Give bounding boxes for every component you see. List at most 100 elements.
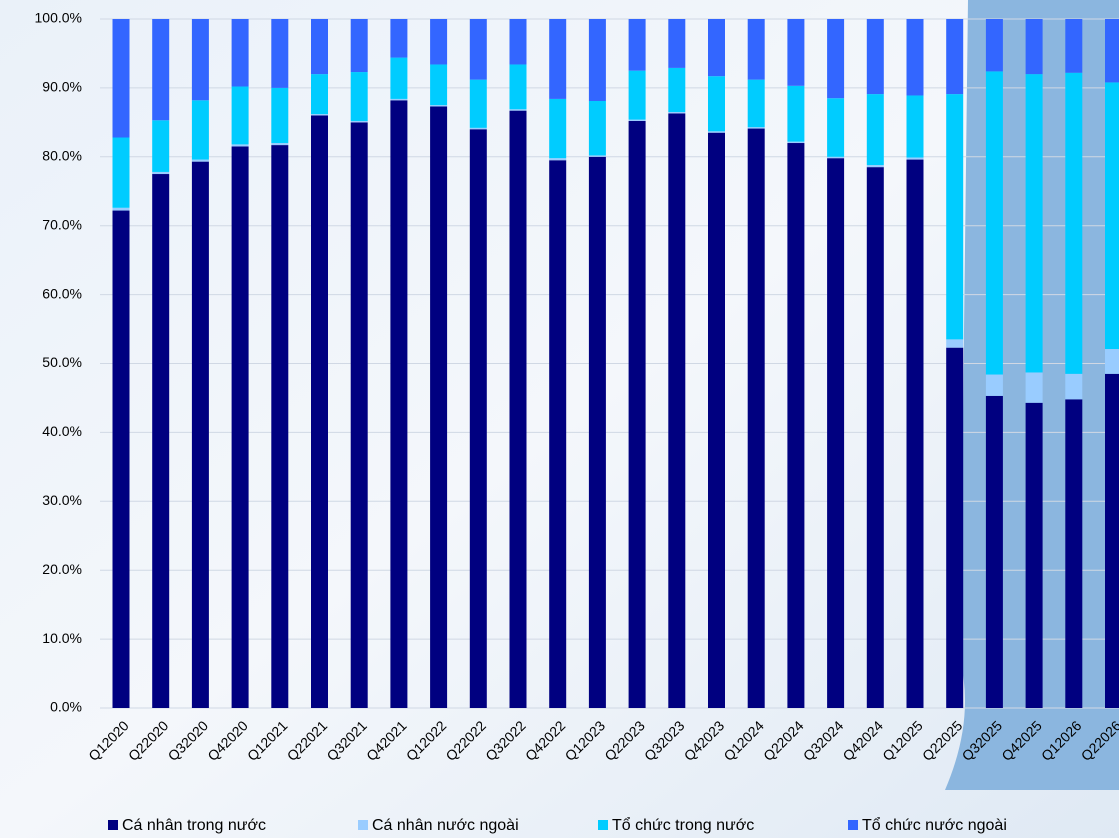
- bar-segment: [946, 94, 963, 339]
- bar-segment: [1065, 374, 1082, 399]
- bar-segment: [748, 80, 765, 128]
- legend-swatch: [108, 820, 118, 830]
- bar-segment: [351, 72, 368, 121]
- y-tick-label: 70.0%: [42, 216, 82, 232]
- bar-segment: [549, 158, 566, 160]
- bar-segment: [907, 95, 924, 157]
- bar-segment: [430, 107, 447, 708]
- bar-segment: [1026, 372, 1043, 402]
- bar-segment: [192, 160, 209, 162]
- bar-segment: [589, 19, 606, 101]
- bar-segment: [232, 19, 249, 87]
- bar-segment: [986, 375, 1003, 396]
- bar-segment: [986, 396, 1003, 708]
- bar-segment: [113, 208, 130, 211]
- bar-segment: [470, 80, 487, 128]
- bar-segment: [232, 87, 249, 145]
- bar-segment: [629, 19, 646, 71]
- bar-segment: [311, 115, 328, 708]
- legend-swatch: [848, 820, 858, 830]
- bar-segment: [946, 348, 963, 708]
- bar-segment: [787, 142, 804, 143]
- bar-segment: [986, 71, 1003, 374]
- y-tick-label: 100.0%: [35, 10, 82, 26]
- bar-segment: [351, 121, 368, 122]
- bar-segment: [986, 19, 1003, 71]
- bar-segment: [748, 129, 765, 708]
- bar-segment: [867, 94, 884, 165]
- bar-segment: [708, 76, 725, 131]
- bar-segment: [827, 157, 844, 158]
- bar-segment: [589, 101, 606, 155]
- bar-segment: [510, 111, 527, 708]
- bar-segment: [192, 19, 209, 100]
- bar-segment: [232, 146, 249, 708]
- bar-segment: [907, 160, 924, 708]
- legend-swatch: [598, 820, 608, 830]
- bar-segment: [549, 160, 566, 708]
- bar-segment: [390, 19, 407, 58]
- bar-segment: [152, 19, 169, 120]
- y-tick-label: 30.0%: [42, 492, 82, 508]
- bar-segment: [748, 127, 765, 128]
- bar-segment: [113, 211, 130, 708]
- bar-segment: [668, 113, 685, 708]
- bar-segment: [668, 19, 685, 68]
- bar-segment: [192, 100, 209, 159]
- bar-segment: [430, 64, 447, 105]
- bar-segment: [510, 19, 527, 64]
- bar-segment: [1105, 82, 1119, 349]
- bar-segment: [152, 174, 169, 708]
- bar-segment: [1065, 399, 1082, 708]
- bar-segment: [827, 158, 844, 708]
- bar-segment: [1105, 374, 1119, 708]
- bar-segment: [510, 109, 527, 110]
- bar-segment: [430, 19, 447, 64]
- bar-segment: [787, 143, 804, 708]
- bar-segment: [549, 19, 566, 99]
- bar-segment: [1105, 19, 1119, 82]
- bar-segment: [946, 19, 963, 94]
- bar-segment: [430, 105, 447, 106]
- bar-segment: [351, 122, 368, 708]
- bar-segment: [867, 19, 884, 94]
- bar-segment: [827, 98, 844, 157]
- bar-segment: [470, 129, 487, 708]
- y-tick-label: 0.0%: [50, 699, 82, 715]
- bar-segment: [549, 99, 566, 158]
- bar-segment: [1065, 73, 1082, 374]
- bar-segment: [152, 172, 169, 174]
- bar-segment: [351, 19, 368, 72]
- bar-segment: [113, 138, 130, 208]
- bar-segment: [390, 99, 407, 100]
- bar-segment: [390, 100, 407, 708]
- bar-segment: [271, 88, 288, 143]
- bar-segment: [1105, 349, 1119, 374]
- bar-segment: [271, 145, 288, 708]
- bar-segment: [589, 155, 606, 156]
- bar-segment: [311, 114, 328, 115]
- bar-segment: [629, 71, 646, 120]
- y-tick-label: 10.0%: [42, 630, 82, 646]
- bar-segment: [1065, 19, 1082, 73]
- y-tick-label: 80.0%: [42, 148, 82, 164]
- chart: 0.0%10.0%20.0%30.0%40.0%50.0%60.0%70.0%8…: [0, 0, 1119, 838]
- bar-segment: [1026, 403, 1043, 708]
- bar-segment: [1026, 19, 1043, 74]
- y-tick-label: 90.0%: [42, 79, 82, 95]
- y-tick-label: 60.0%: [42, 285, 82, 301]
- bar-segment: [510, 64, 527, 109]
- legend-label: Tổ chức trong nước: [612, 816, 754, 834]
- bar-segment: [113, 19, 130, 138]
- bar-segment: [787, 19, 804, 86]
- bar-segment: [470, 128, 487, 129]
- legend-swatch: [358, 820, 368, 830]
- y-tick-label: 40.0%: [42, 423, 82, 439]
- bar-segment: [470, 19, 487, 80]
- bar-segment: [907, 19, 924, 95]
- bar-segment: [271, 143, 288, 145]
- legend-label: Cá nhân trong nước: [122, 817, 266, 834]
- bar-segment: [668, 112, 685, 113]
- bar-segment: [1026, 74, 1043, 372]
- bar-segment: [748, 19, 765, 80]
